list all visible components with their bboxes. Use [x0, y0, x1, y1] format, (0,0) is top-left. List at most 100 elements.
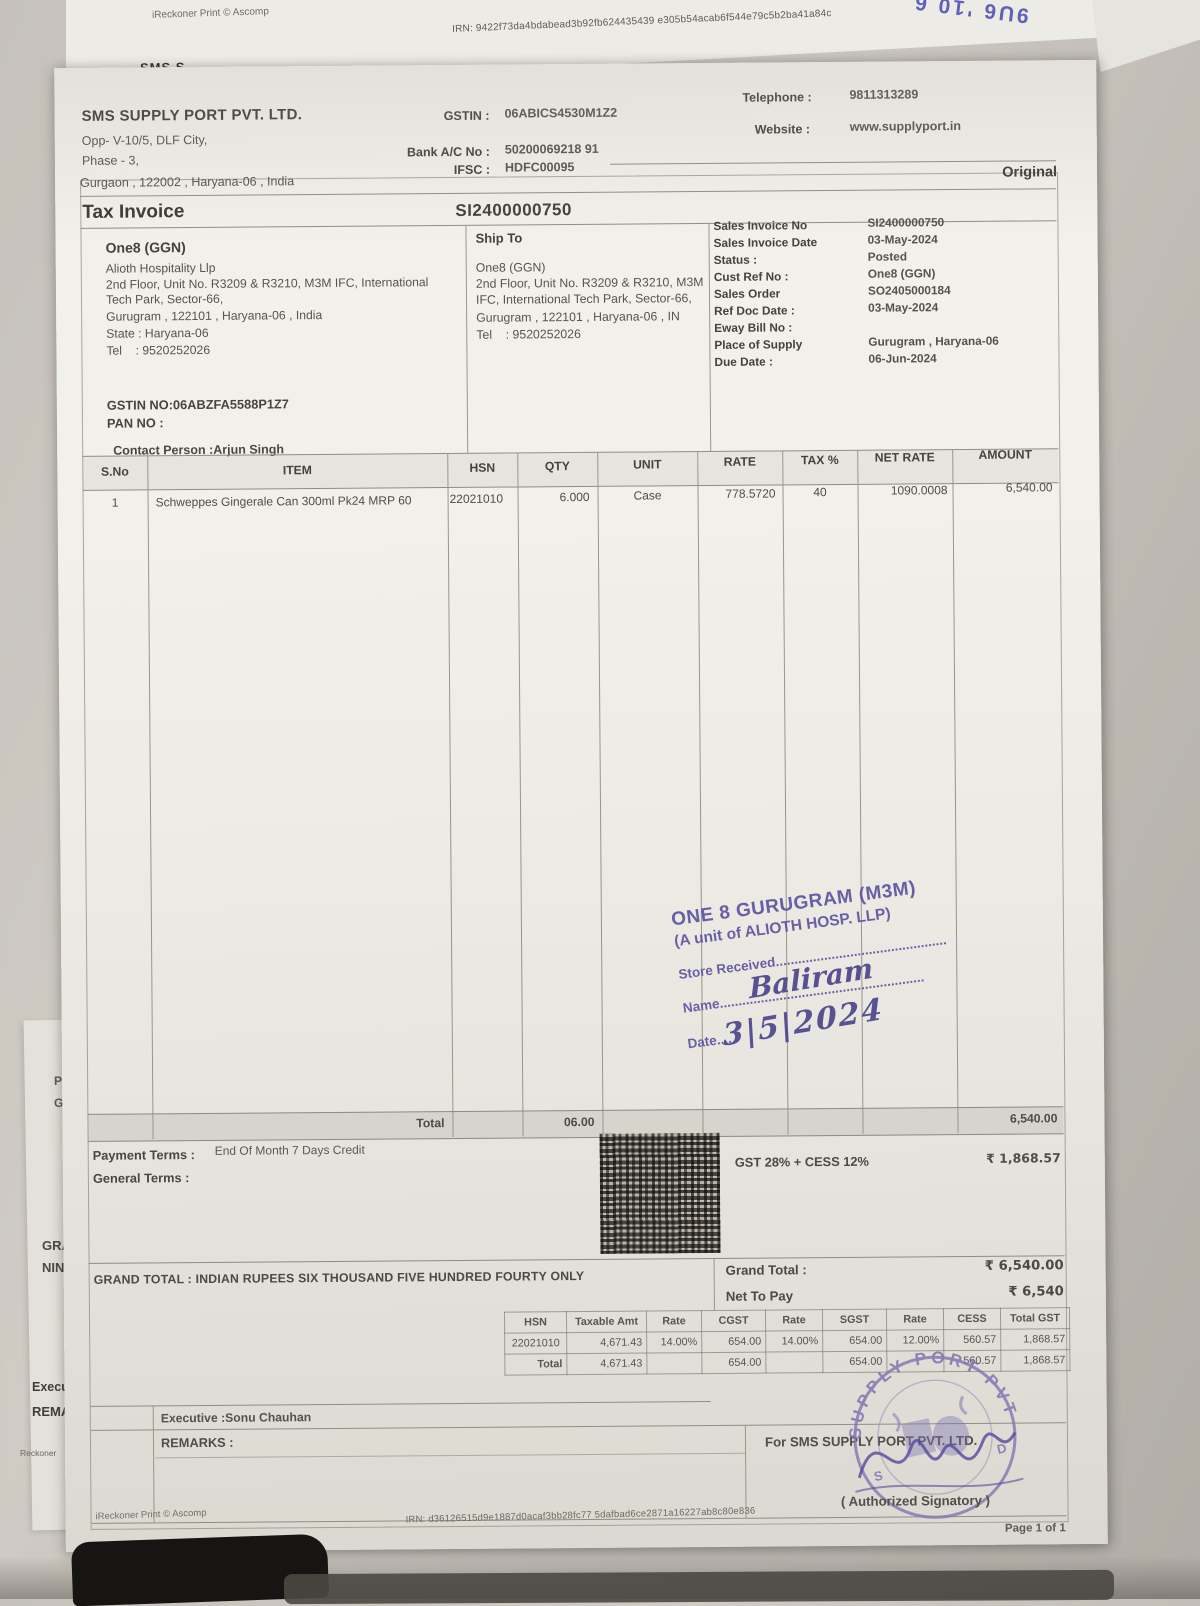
item-row-amount: 6,540.00	[1005, 480, 1053, 495]
gstin-label: GSTIN :	[443, 108, 490, 124]
detail-value-2: Posted	[867, 249, 908, 264]
top-right-sheet-corner	[1092, 0, 1200, 72]
tax-t-taxable: 4,671.43	[566, 1353, 647, 1375]
gst-summary-text: GST 28% + CESS 12%	[734, 1153, 869, 1170]
grand-total-label: Grand Total :	[725, 1262, 807, 1278]
col-header-hsn: HSN	[469, 460, 496, 475]
bill-to-name: One8 (GGN)	[105, 239, 186, 256]
ship-to-label: Ship To	[475, 230, 523, 246]
bill-to-line-2: Tech Park, Sector-66,	[105, 291, 224, 307]
col-header-tax: TAX %	[800, 452, 839, 468]
col-header-rate: RATE	[723, 454, 756, 469]
bill-to-line-5: Tel : 9520252026	[106, 342, 211, 358]
website-value: www.supplyport.in	[849, 118, 962, 134]
detail-value-7: Gurugram , Haryana-06	[868, 333, 999, 349]
tax-h-rate1: Rate	[646, 1310, 702, 1333]
qr-code	[599, 1132, 721, 1254]
tax-d-cgst: 654.00	[701, 1331, 766, 1353]
ship-to-line-3: Tel : 9520252026	[476, 326, 581, 342]
detail-value-4: SO2405000184	[867, 283, 951, 298]
detail-value-8: 06-Jun-2024	[868, 351, 937, 366]
detail-value-0: SI2400000750	[867, 215, 945, 230]
tax-t-cgst: 654.00	[701, 1352, 766, 1374]
item-row-unit: Case	[633, 488, 662, 503]
detail-value-1: 03-May-2024	[867, 232, 938, 247]
items-total-amount: 6,540.00	[1009, 1111, 1058, 1126]
tax-d-rate2: 14.00%	[765, 1330, 823, 1353]
grand-total-value: ₹ 6,540.00	[984, 1258, 1064, 1274]
tax-d-hsn: 22021010	[504, 1332, 567, 1355]
item-row-hsn: 22021010	[449, 491, 504, 507]
detail-label-3: Cust Ref No :	[713, 269, 789, 284]
detail-label-7: Place of Supply	[714, 337, 803, 352]
col-header-amount: AMOUNT	[978, 447, 1033, 462]
invoice-number-title: SI2400000750	[455, 200, 572, 220]
left-fragment-1: G	[54, 1096, 64, 1110]
bill-to-line-3: Gurugram , 122101 , Haryana-06 , India	[106, 308, 323, 324]
remarks-label: REMARKS :	[160, 1434, 234, 1451]
gst-summary-amount: ₹ 1,868.57	[985, 1150, 1061, 1166]
left-fragment-6: Reckoner	[20, 1448, 57, 1458]
tax-h-rate2: Rate	[765, 1309, 823, 1332]
bill-to-pan: PAN NO :	[106, 415, 164, 431]
tax-d-rate1: 14.00%	[646, 1331, 702, 1354]
tax-t-rate1	[646, 1352, 702, 1374]
tax-h-sgst: SGST	[822, 1309, 887, 1331]
col-header-sno: S.No	[100, 464, 129, 479]
ship-to-line-2: Gurugram , 122101 , Haryana-06 , IN	[476, 309, 680, 325]
detail-label-4: Sales Order	[713, 286, 781, 301]
svg-text:S: S	[872, 1468, 884, 1485]
authorized-signatory: ( Authorized Signatory )	[840, 1492, 991, 1509]
payment-terms-label: Payment Terms :	[92, 1147, 195, 1163]
bank-account-value: 50200069218 91	[504, 141, 599, 157]
tax-h-rate3: Rate	[886, 1308, 944, 1331]
net-to-pay-value: ₹ 6,540	[1008, 1284, 1064, 1300]
detail-label-6: Eway Bill No :	[714, 320, 793, 335]
svg-text:D: D	[995, 1440, 1007, 1457]
items-total-label: Total	[416, 1116, 445, 1131]
doc-type-title: Tax Invoice	[82, 201, 185, 223]
items-total-qty: 06.00	[563, 1114, 595, 1130]
detail-label-2: Status :	[713, 252, 758, 267]
bill-to-line-1: 2nd Floor, Unit No. R3209 & R3210, M3M I…	[105, 275, 429, 292]
detail-label-0: Sales Invoice No	[713, 218, 808, 233]
company-address-line3: Gurgaon , 122002 , Haryana-06 , India	[80, 174, 295, 190]
item-row-netrate: 1090.0008	[890, 483, 948, 498]
detail-value-5: 03-May-2024	[868, 300, 939, 315]
item-row-name: Schweppes Gingerale Can 300ml Pk24 MRP 6…	[155, 493, 412, 510]
tax-h-cgst: CGST	[701, 1310, 766, 1332]
company-name: SMS SUPPLY PORT PVT. LTD.	[81, 106, 303, 125]
item-row-sno: 1	[111, 495, 119, 510]
ship-to-line-0: 2nd Floor, Unit No. R3209 & R3210, M3M	[475, 275, 704, 291]
tax-h-hsn: HSN	[504, 1311, 567, 1334]
left-fragment-4: Execut	[32, 1380, 73, 1394]
item-row-tax: 40	[813, 485, 827, 500]
footer-page-number: Page 1 of 1	[1004, 1522, 1066, 1535]
ifsc-label: IFSC :	[453, 162, 491, 177]
left-fragment-5: REMA	[32, 1404, 71, 1419]
dark-strip-bottom	[283, 1569, 1115, 1605]
ifsc-value: HDFC00095	[504, 160, 575, 175]
item-row-rate: 778.5720	[725, 486, 776, 501]
bill-to-line-0: Alioth Hospitality Llp	[105, 260, 216, 276]
website-label: Website :	[754, 122, 811, 137]
item-row-qty: 6.000	[559, 489, 590, 505]
company-address-line2: Phase - 3,	[81, 153, 139, 168]
executive-name: Executive :Sonu Chauhan	[160, 1410, 312, 1426]
ship-to-line-1: IFC, International Tech Park, Sector-66,	[475, 291, 692, 307]
detail-label-5: Ref Doc Date :	[714, 303, 795, 318]
bill-to-gstin: GSTIN NO:06ABZFA5588P1Z7	[106, 396, 289, 413]
telephone-value: 9811313289	[849, 87, 919, 102]
payment-terms-value: End Of Month 7 Days Credit	[214, 1142, 365, 1158]
ship-to-name: One8 (GGN)	[475, 260, 546, 275]
copy-type: Original	[1002, 164, 1058, 181]
net-to-pay-label: Net To Pay	[725, 1288, 794, 1304]
col-header-unit: UNIT	[633, 457, 662, 472]
col-header-item: ITEM	[282, 463, 312, 478]
bank-account-label: Bank A/C No :	[406, 144, 490, 160]
detail-value-3: One8 (GGN)	[867, 266, 936, 281]
tax-h-taxable: Taxable Amt	[566, 1311, 647, 1333]
detail-label-1: Sales Invoice Date	[713, 235, 818, 250]
gstin-value: 06ABICS4530M1Z2	[504, 105, 618, 121]
